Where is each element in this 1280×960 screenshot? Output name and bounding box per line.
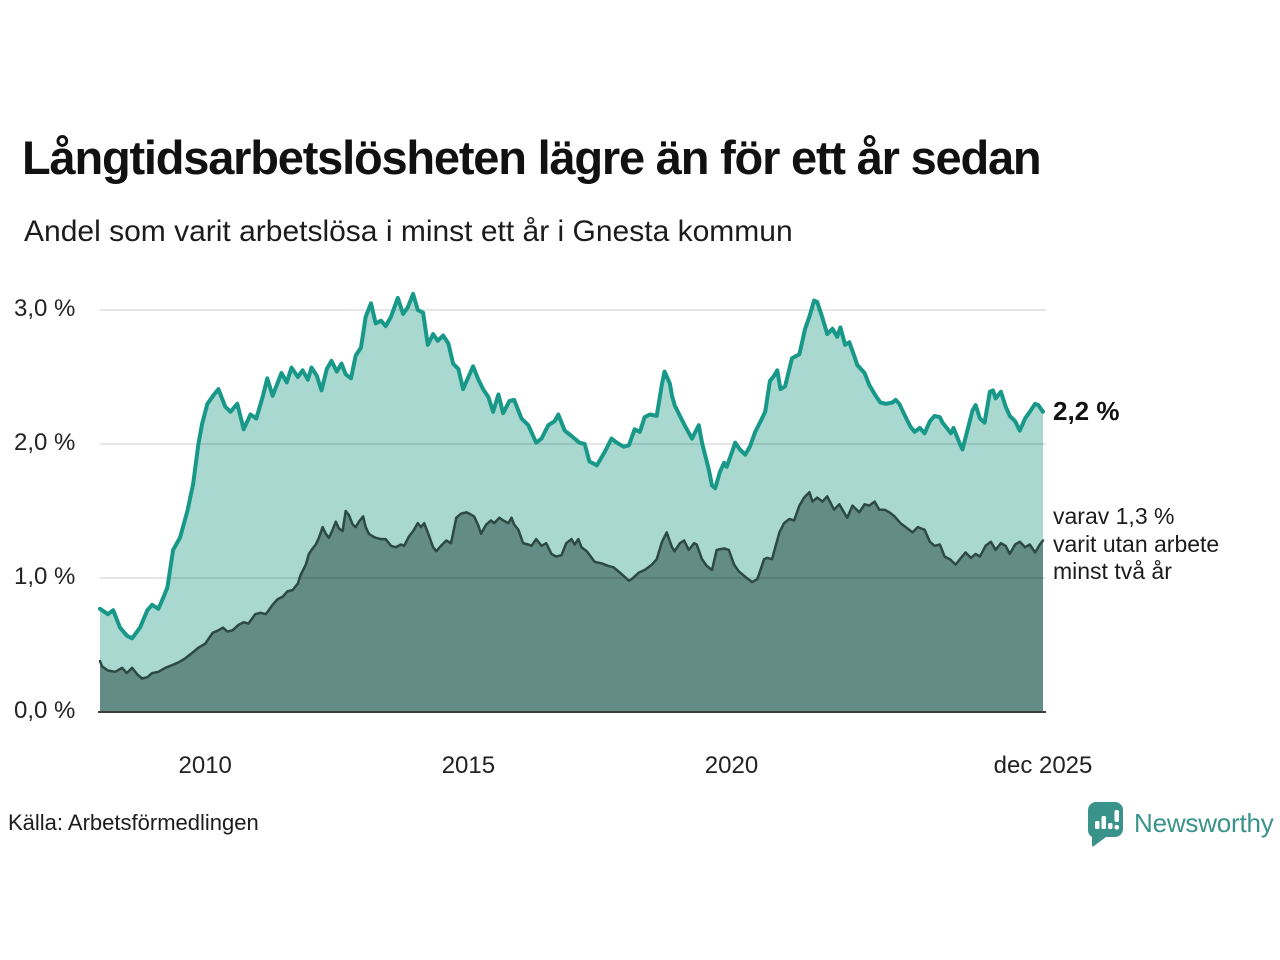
y-tick-label-0: 0,0 % [14, 697, 76, 724]
source-attribution: Källa: Arbetsförmedlingen [8, 810, 259, 835]
newsworthy-wordmark: Newsworthy [1134, 807, 1274, 838]
y-tick-label-2: 2,0 % [14, 429, 76, 456]
page-title: Långtidsarbetslösheten lägre än för ett … [22, 131, 1042, 184]
series-1-line [98, 291, 1045, 641]
secondary-annotation-line1: varav 1,3 % [1053, 503, 1175, 529]
y-tick-label-3: 3,0 % [14, 295, 76, 322]
x-tick-label-2: 2020 [704, 752, 759, 779]
newsworthy-logo: Newsworthy [1086, 800, 1274, 852]
latest-value-annotation: 2,2 % [1053, 396, 1120, 426]
series-2-line [98, 490, 1045, 680]
secondary-annotation-line2: varit utan arbete [1053, 530, 1220, 557]
x-tick-label-3: dec 2025 [993, 752, 1093, 779]
secondary-annotation-line3: minst två år [1053, 558, 1172, 584]
x-tick-label-1: 2015 [441, 752, 496, 779]
chart-subtitle: Andel som varit arbetslösa i minst ett å… [24, 215, 793, 248]
y-tick-label-1: 1,0 % [14, 563, 76, 590]
series-2-area [100, 492, 1043, 712]
newsworthy-chart-bubble-icon [1086, 800, 1125, 852]
secondary-value-annotation: varav 1,3 % varit utan arbete minst två … [1053, 503, 1268, 586]
x-tick-label-0: 2010 [178, 752, 232, 779]
